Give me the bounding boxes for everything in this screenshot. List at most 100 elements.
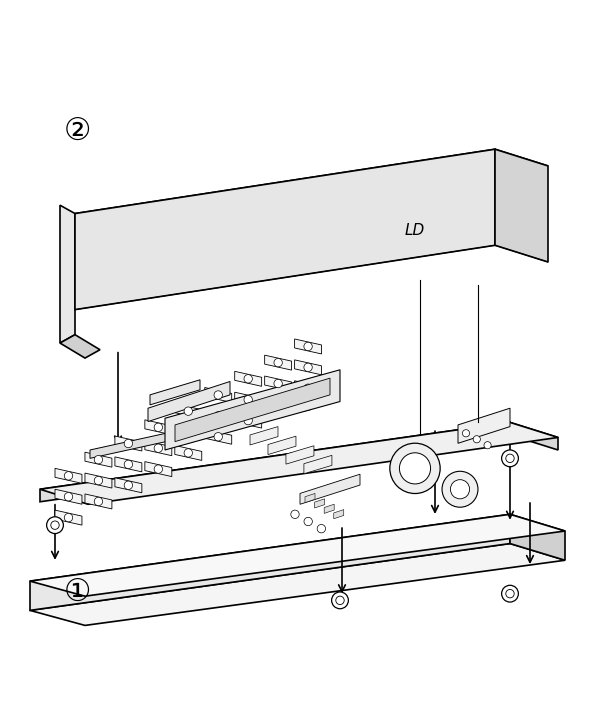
Circle shape — [450, 480, 470, 499]
Circle shape — [274, 379, 282, 388]
Circle shape — [304, 517, 312, 526]
Polygon shape — [175, 424, 202, 440]
Circle shape — [154, 465, 162, 473]
Polygon shape — [495, 149, 548, 262]
Polygon shape — [265, 376, 292, 391]
Polygon shape — [150, 380, 200, 405]
Polygon shape — [324, 504, 334, 513]
Polygon shape — [40, 422, 510, 502]
Polygon shape — [265, 397, 292, 412]
Polygon shape — [295, 360, 322, 375]
Circle shape — [501, 450, 518, 467]
Circle shape — [64, 493, 72, 501]
Polygon shape — [55, 489, 82, 504]
Circle shape — [154, 444, 162, 452]
Polygon shape — [85, 494, 112, 509]
Text: ①: ① — [64, 578, 92, 607]
Polygon shape — [55, 468, 82, 483]
Polygon shape — [205, 409, 232, 423]
Polygon shape — [60, 335, 100, 358]
Circle shape — [442, 471, 478, 507]
Circle shape — [304, 384, 312, 392]
Polygon shape — [334, 510, 344, 519]
Circle shape — [94, 498, 102, 505]
Polygon shape — [510, 514, 565, 560]
Polygon shape — [250, 427, 278, 445]
Polygon shape — [40, 422, 558, 504]
Polygon shape — [30, 514, 510, 610]
Text: ②: ② — [64, 116, 92, 146]
Polygon shape — [90, 402, 310, 458]
Polygon shape — [510, 422, 558, 450]
Polygon shape — [115, 457, 142, 472]
Polygon shape — [300, 474, 360, 504]
Circle shape — [244, 417, 252, 424]
Polygon shape — [75, 149, 495, 310]
Circle shape — [304, 342, 312, 351]
Polygon shape — [175, 445, 202, 460]
Circle shape — [94, 476, 102, 485]
Polygon shape — [205, 387, 232, 402]
Polygon shape — [304, 455, 332, 474]
Polygon shape — [205, 429, 232, 445]
Polygon shape — [85, 452, 112, 467]
Circle shape — [214, 391, 222, 399]
Circle shape — [332, 592, 349, 609]
Circle shape — [501, 585, 518, 602]
Circle shape — [506, 589, 514, 598]
Polygon shape — [148, 381, 230, 422]
Circle shape — [47, 517, 63, 533]
Polygon shape — [85, 473, 112, 488]
Polygon shape — [145, 441, 172, 456]
Circle shape — [336, 596, 344, 604]
Circle shape — [124, 440, 132, 447]
Circle shape — [214, 432, 222, 441]
Circle shape — [304, 363, 312, 371]
Circle shape — [274, 358, 282, 367]
Circle shape — [291, 510, 299, 518]
Circle shape — [462, 429, 470, 437]
Circle shape — [390, 443, 440, 493]
Polygon shape — [235, 413, 262, 428]
Polygon shape — [265, 355, 292, 370]
Polygon shape — [235, 371, 262, 386]
Circle shape — [274, 400, 282, 409]
Circle shape — [64, 513, 72, 522]
Polygon shape — [314, 499, 325, 508]
Circle shape — [124, 460, 132, 469]
Circle shape — [244, 374, 252, 383]
Circle shape — [184, 407, 192, 415]
Circle shape — [244, 396, 252, 404]
Circle shape — [94, 455, 102, 464]
Polygon shape — [115, 478, 142, 493]
Polygon shape — [235, 392, 262, 407]
Polygon shape — [145, 462, 172, 477]
Polygon shape — [295, 381, 322, 396]
Polygon shape — [115, 436, 142, 451]
Circle shape — [214, 412, 222, 420]
Circle shape — [184, 428, 192, 436]
Circle shape — [317, 525, 325, 533]
Polygon shape — [458, 408, 510, 443]
Polygon shape — [268, 436, 296, 455]
Polygon shape — [165, 370, 340, 450]
Circle shape — [184, 449, 192, 457]
Polygon shape — [145, 420, 172, 435]
Polygon shape — [55, 510, 82, 525]
Text: LD: LD — [405, 223, 425, 238]
Polygon shape — [30, 543, 565, 625]
Polygon shape — [286, 446, 314, 464]
Polygon shape — [175, 378, 330, 442]
Circle shape — [154, 423, 162, 432]
Polygon shape — [60, 205, 75, 343]
Circle shape — [473, 436, 480, 443]
Circle shape — [64, 472, 72, 480]
Circle shape — [506, 454, 514, 462]
Circle shape — [484, 442, 491, 449]
Circle shape — [400, 452, 431, 484]
Polygon shape — [305, 493, 315, 503]
Polygon shape — [30, 514, 565, 596]
Polygon shape — [75, 149, 548, 230]
Circle shape — [124, 481, 132, 490]
Circle shape — [51, 521, 59, 529]
